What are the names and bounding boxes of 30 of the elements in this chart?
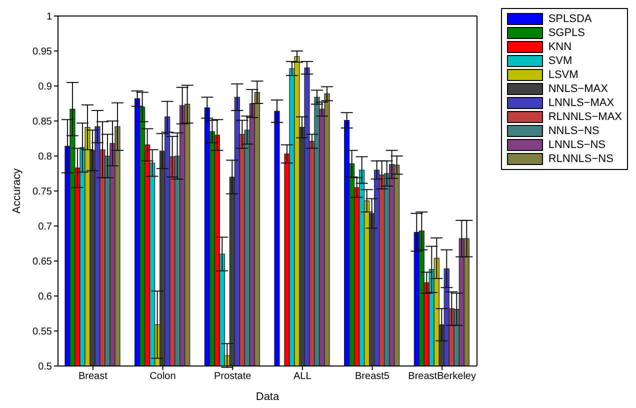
legend-label: RLNNLS−NS xyxy=(548,152,614,166)
y-tick-label: 0.75 xyxy=(32,186,52,198)
legend-label: LNNLS−MAX xyxy=(548,96,614,110)
y-tick-label: 0.5 xyxy=(38,362,52,373)
legend-label: SVM xyxy=(548,54,572,68)
legend-label: NNLS−MAX xyxy=(548,82,608,96)
y-tick-label: 0.55 xyxy=(32,326,52,338)
x-tick-label: Breast5 xyxy=(355,371,390,382)
x-axis-title: Data xyxy=(256,391,280,403)
legend-label: SPLSDA xyxy=(548,12,592,26)
legend-label: RLNNLS−MAX xyxy=(548,110,622,124)
x-tick-label: Breast xyxy=(78,371,108,382)
legend-label: SGPLS xyxy=(548,26,586,40)
y-tick-label: 0.9 xyxy=(38,82,52,93)
legend-label: LSVM xyxy=(548,68,578,82)
legend-label: KNN xyxy=(548,40,572,54)
x-tick-label: BreastBerkeley xyxy=(408,371,476,382)
y-tick-label: 0.8 xyxy=(38,152,52,163)
legend-label: NNLS−NS xyxy=(548,124,600,138)
y-tick-label: 0.6 xyxy=(38,292,52,303)
y-axis-title: Accuracy xyxy=(10,168,23,214)
y-tick-label: 0.95 xyxy=(32,46,52,58)
x-tick-label: Prostate xyxy=(214,371,252,382)
x-tick-label: ALL xyxy=(294,371,312,382)
y-tick-label: 0.85 xyxy=(32,116,52,128)
legend-label: LNNLS−NS xyxy=(548,138,606,152)
x-tick-label: Colon xyxy=(150,371,176,382)
y-tick-label: 0.65 xyxy=(32,256,52,268)
y-tick-label: 1 xyxy=(46,12,52,23)
y-tick-label: 0.7 xyxy=(38,222,52,233)
